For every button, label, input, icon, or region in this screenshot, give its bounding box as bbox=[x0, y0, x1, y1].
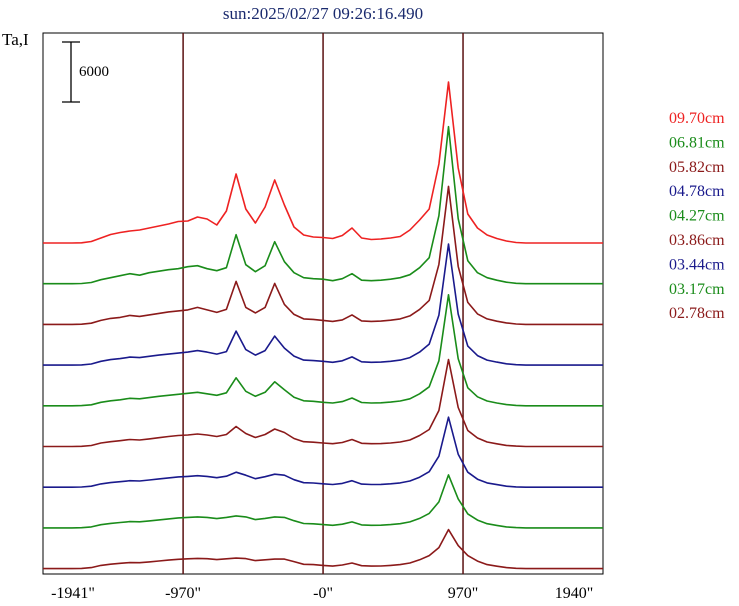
series-line bbox=[43, 125, 603, 285]
y-axis-label: Ta,I bbox=[2, 30, 29, 49]
series-lines bbox=[43, 81, 603, 570]
vertical-marker-lines bbox=[182, 33, 464, 574]
scale-bar-label: 6000 bbox=[79, 64, 109, 80]
x-tick-label: -1941" bbox=[51, 585, 95, 602]
legend-item: 03.44cm bbox=[669, 256, 725, 273]
series-line bbox=[43, 528, 603, 570]
x-tick-label: 970" bbox=[448, 585, 479, 602]
x-tick-labels: -1941" -970" -0" 970" 1940" bbox=[51, 585, 593, 602]
legend: 09.70cm 06.81cm 05.82cm 04.78cm 04.27cm 03.86… bbox=[669, 110, 725, 322]
legend-item: 04.78cm bbox=[669, 183, 725, 200]
x-tick-label: -970" bbox=[165, 585, 201, 602]
series-line bbox=[43, 474, 603, 529]
chart-title: sun:2025/02/27 09:26:16.490 bbox=[223, 4, 423, 23]
legend-item: 02.78cm bbox=[669, 305, 725, 322]
series-line bbox=[43, 185, 603, 326]
x-tick-label: -0" bbox=[313, 585, 333, 602]
legend-item: 03.86cm bbox=[669, 232, 725, 249]
legend-item: 03.17cm bbox=[669, 281, 725, 298]
x-tick-label: 1940" bbox=[555, 585, 594, 602]
legend-item: 04.27cm bbox=[669, 208, 725, 225]
series-line bbox=[43, 81, 603, 244]
legend-item: 06.81cm bbox=[669, 134, 725, 151]
series-line bbox=[43, 358, 603, 448]
series-line bbox=[43, 416, 603, 489]
scale-bar: 6000 bbox=[62, 41, 109, 103]
series-line bbox=[43, 243, 603, 366]
series-line bbox=[43, 293, 603, 407]
legend-item: 09.70cm bbox=[669, 110, 725, 127]
legend-item: 05.82cm bbox=[669, 159, 725, 176]
